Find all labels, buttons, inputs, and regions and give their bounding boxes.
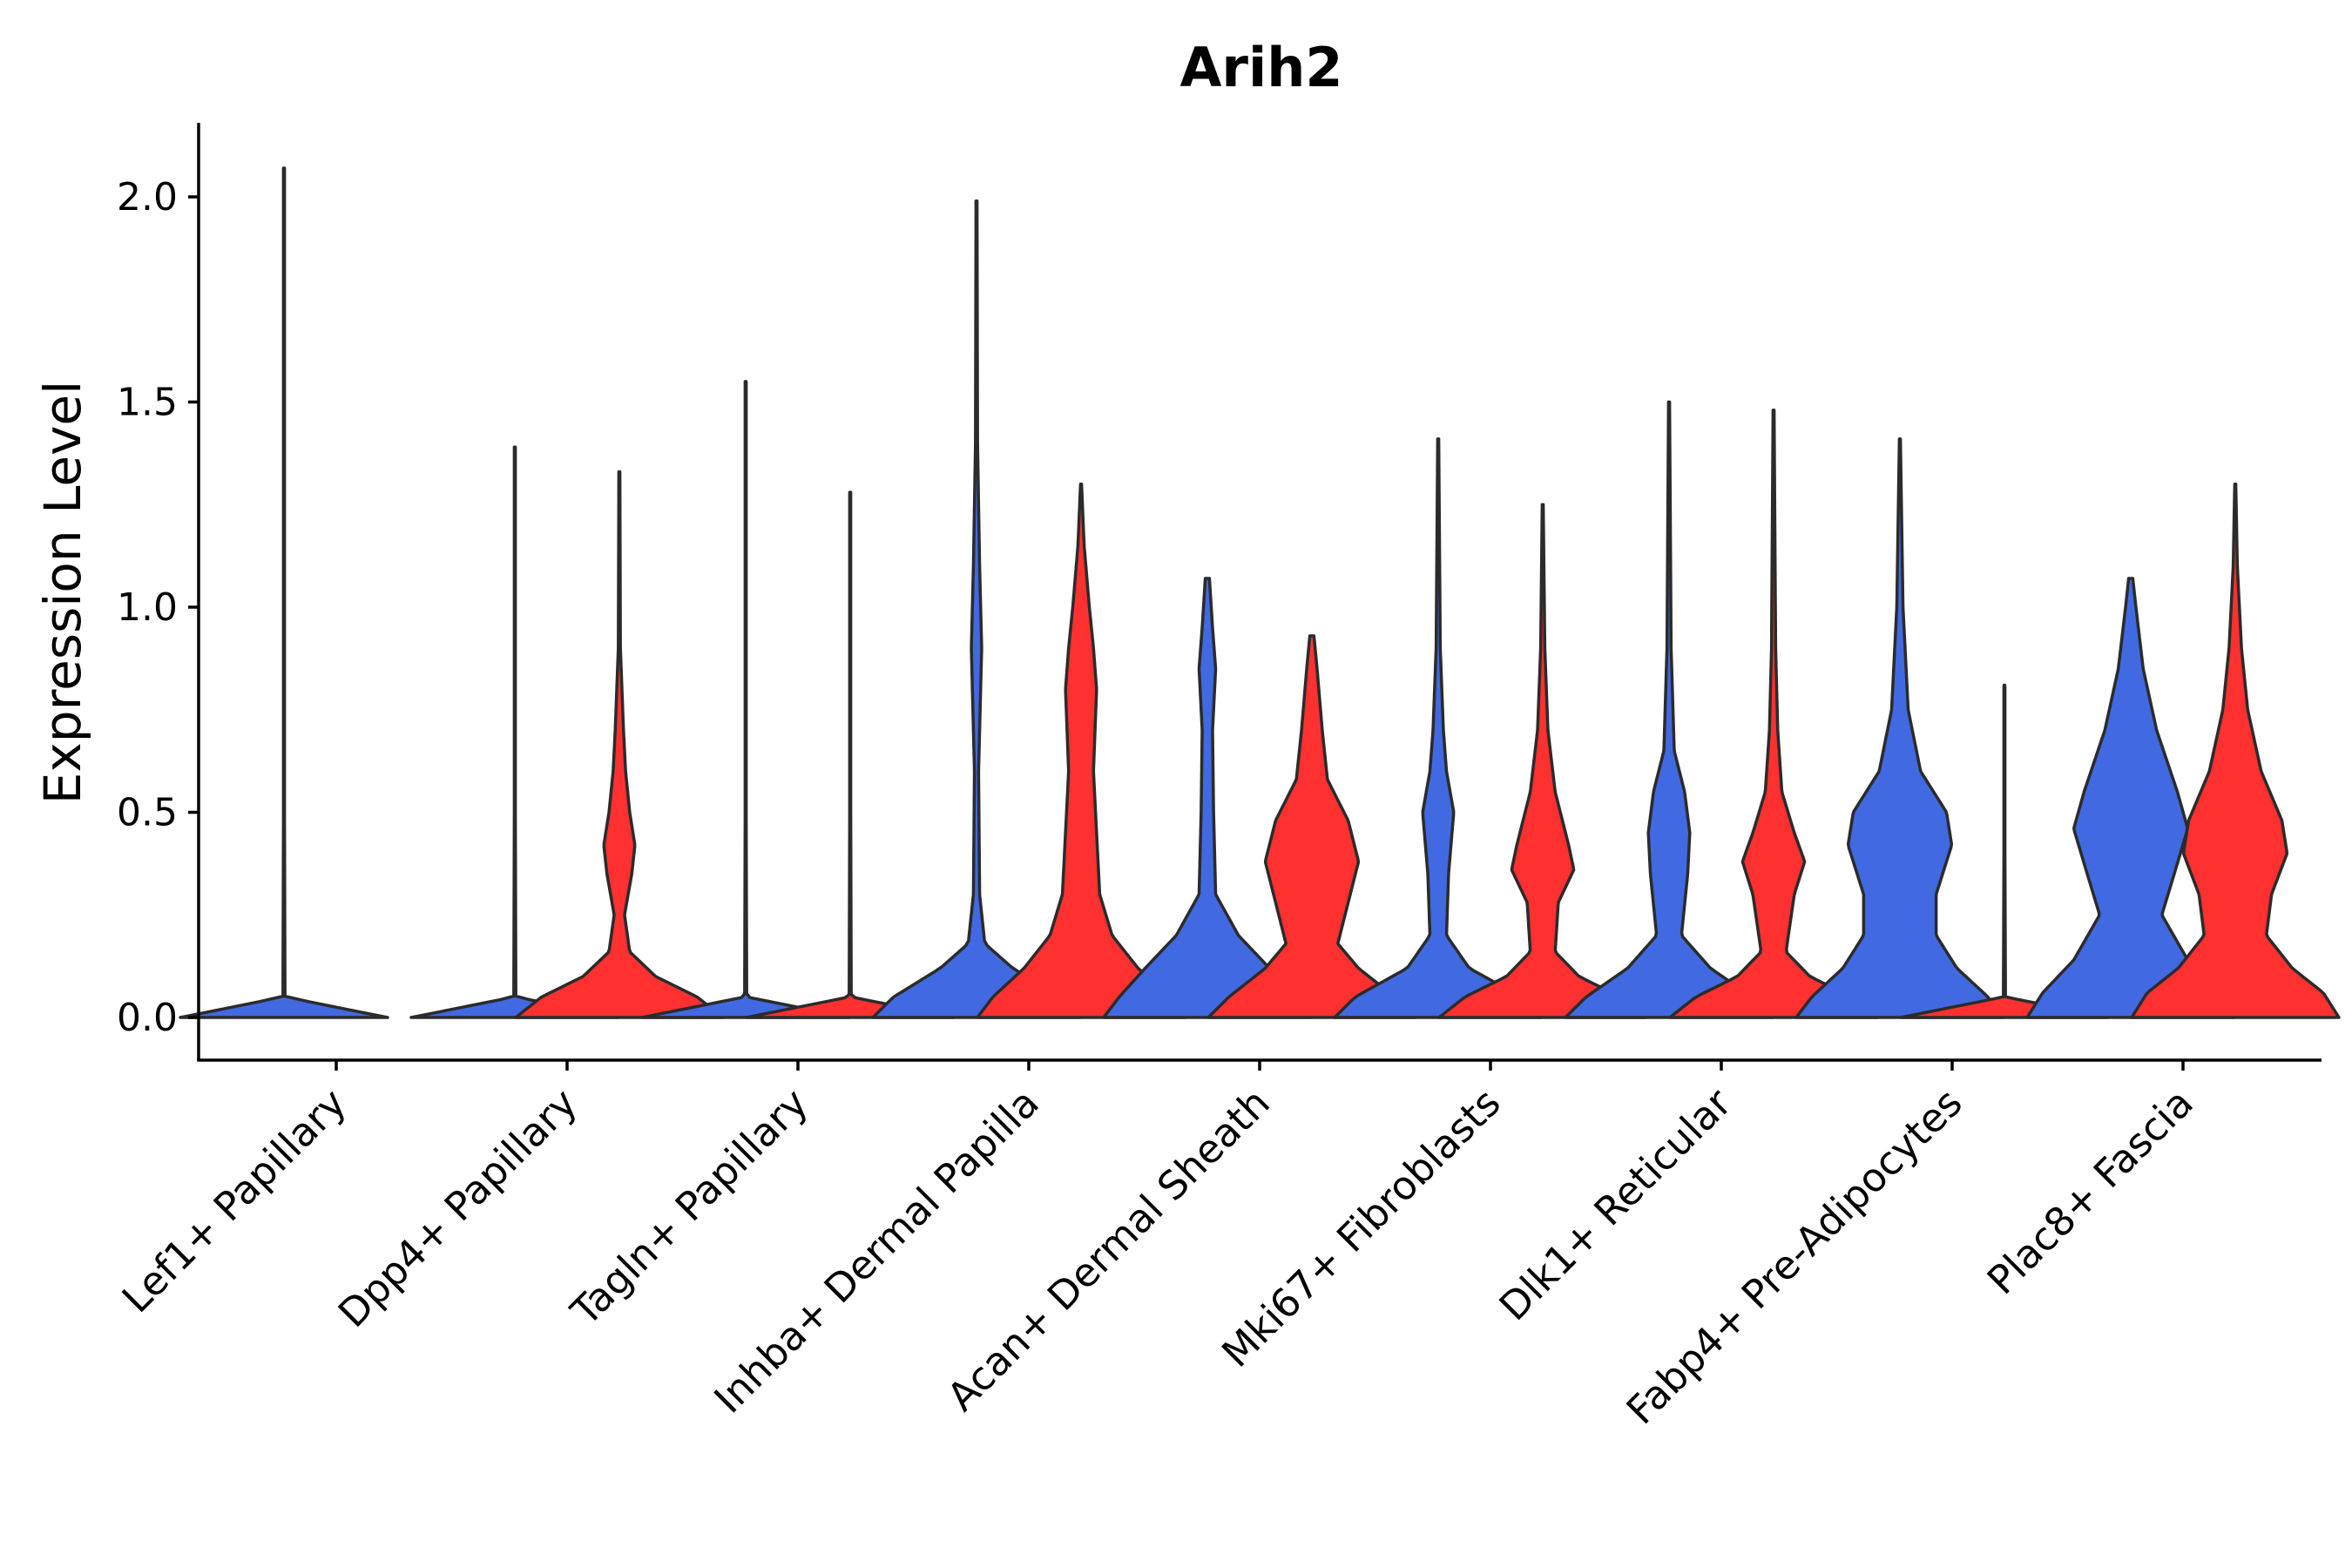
- x-tick-label: Tagln+ Papillary: [562, 1079, 817, 1335]
- y-tick-label: 2.0: [117, 175, 178, 220]
- violin-group1-8: [1794, 437, 2005, 1019]
- violin-group1-3: [640, 380, 851, 1019]
- violin-group1-2: [409, 445, 620, 1019]
- x-tick-label: Dlk1+ Reticular: [1490, 1079, 1740, 1329]
- violin-group1-1: [179, 166, 389, 1019]
- y-tick-label: 0.0: [117, 996, 178, 1040]
- chart-title: Arih2: [1179, 36, 1342, 99]
- x-tick-label: Dpp4+ Papillary: [329, 1079, 586, 1336]
- violin-group1-9: [2025, 577, 2236, 1019]
- violin-group1-7: [1564, 400, 1774, 1019]
- y-tick-label: 0.5: [117, 791, 178, 835]
- violin-group2-6: [1437, 503, 1648, 1019]
- violin-group2-5: [1206, 634, 1417, 1019]
- violin-group2-4: [976, 482, 1186, 1019]
- y-axis-label: Expression Level: [33, 381, 92, 804]
- violin-group2-2: [514, 470, 725, 1019]
- y-tick-label: 1.5: [117, 381, 178, 425]
- y-ticks-group: 0.0 0.5 1.0 1.5 2.0: [117, 175, 199, 1040]
- violin-group2-3: [745, 490, 956, 1019]
- violin-group1-5: [1102, 577, 1313, 1019]
- violin-group2-9: [2130, 482, 2341, 1019]
- violins-group: [179, 166, 2341, 1019]
- violin-group1-4: [871, 199, 1082, 1019]
- y-tick-label: 1.0: [117, 585, 178, 630]
- x-tick-label: Lef1+ Papillary: [113, 1079, 355, 1321]
- x-tick-label: Plac8+ Fascia: [1978, 1079, 2202, 1303]
- violin-group1-6: [1333, 437, 1544, 1019]
- violin-group2-8: [1899, 683, 2110, 1019]
- violin-group2-7: [1668, 409, 1879, 1019]
